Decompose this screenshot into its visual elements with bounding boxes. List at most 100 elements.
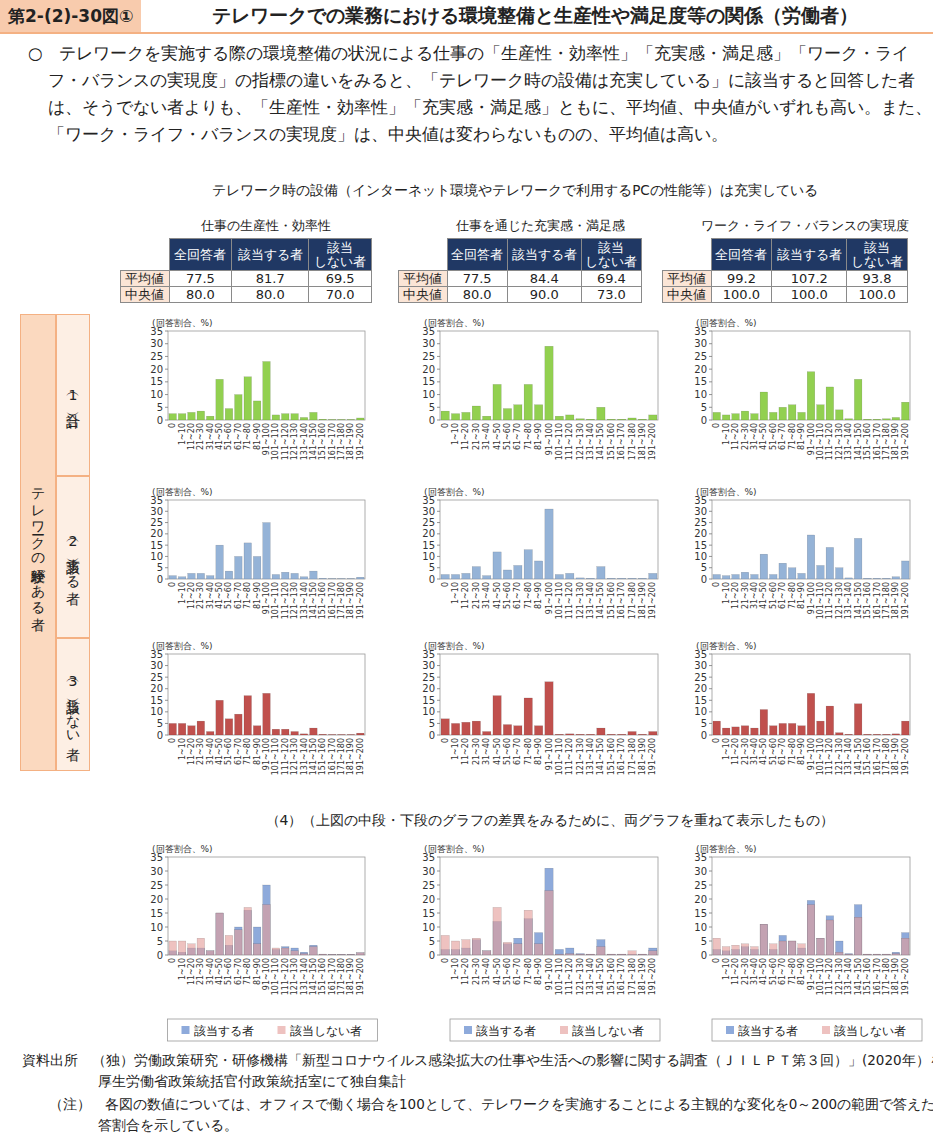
x-tick-label: 0: [712, 423, 721, 428]
x-tick-label: 111~120: [825, 423, 834, 460]
y-tick: [437, 522, 440, 523]
bar: [235, 930, 243, 955]
x-tick-label: 101~110: [271, 582, 280, 619]
y-tick: [165, 343, 168, 344]
bar: [555, 949, 563, 955]
bar: [597, 940, 605, 955]
bar: [235, 395, 243, 420]
y-tick: [709, 711, 712, 712]
bar: [751, 414, 759, 420]
x-tick-label: 161~170: [328, 958, 337, 995]
bar: [545, 346, 553, 420]
x-tick-label: 111~120: [825, 582, 834, 619]
y-tick: [709, 331, 712, 332]
y-tick: [709, 688, 712, 689]
y-tick: [165, 579, 168, 580]
bar: [713, 574, 721, 579]
legend-label: 該当しない者: [572, 1024, 644, 1038]
bar: [188, 412, 196, 420]
x-tick-label: 71~80: [524, 423, 533, 450]
bar: [807, 905, 815, 955]
x-tick-label: 191~200: [648, 958, 657, 995]
x-tick-label: 151~160: [318, 582, 327, 619]
bar: [263, 885, 271, 955]
bar: [732, 414, 740, 420]
bar: [817, 938, 825, 955]
bar: [854, 538, 862, 579]
y-tick-label: 30: [422, 660, 435, 671]
bar: [741, 947, 749, 955]
legend-swatch: [822, 1026, 830, 1034]
x-tick-label: 151~160: [318, 738, 327, 775]
table-cell: 100.0: [847, 287, 908, 303]
bar: [566, 415, 574, 420]
x-tick-label: 91~100: [262, 958, 271, 990]
y-tick-label: 0: [157, 730, 163, 741]
bar: [826, 387, 834, 420]
x-tick-label: 1~10: [722, 738, 731, 760]
x-tick-label: 191~200: [901, 582, 910, 619]
x-tick-label: 61~70: [513, 958, 522, 985]
bar: [310, 947, 318, 955]
x-tick-label: 131~140: [844, 958, 853, 995]
bar: [566, 954, 574, 955]
x-tick-label: 61~70: [778, 738, 787, 765]
bar: [534, 405, 542, 420]
x-tick-label: 121~130: [290, 958, 299, 995]
bar: [873, 734, 881, 735]
bars: [441, 868, 657, 955]
x-tick-label: 101~110: [271, 423, 280, 460]
bar: [441, 935, 449, 955]
bar: [263, 905, 271, 955]
column-header: 該当する者: [232, 239, 309, 271]
x-tick-label: 151~160: [318, 423, 327, 460]
subtitle: テレワーク時の設備（インターネット環境やテレワークで利用するPCの性能等）は充実…: [0, 182, 933, 200]
x-tick-label: 81~90: [534, 958, 543, 985]
y-tick: [709, 420, 712, 421]
bar: [576, 954, 584, 955]
x-tick-label: 111~120: [825, 738, 834, 775]
x-tick-label: 171~180: [882, 423, 891, 460]
y-tick: [165, 665, 168, 666]
x-tick-label: 81~90: [534, 423, 543, 450]
y-tick-label: 20: [150, 528, 163, 539]
bar: [441, 574, 449, 579]
y-tick-label: 20: [694, 528, 707, 539]
x-tick-label: 181~190: [346, 738, 355, 775]
y-tick-label: 35: [694, 649, 707, 660]
bar: [751, 949, 759, 955]
bars: [169, 523, 364, 579]
y-tick-label: 10: [422, 706, 435, 717]
bar: [197, 721, 205, 735]
plot-frame: [168, 857, 365, 955]
bars: [713, 535, 909, 579]
bar: [798, 412, 806, 420]
bar: [576, 578, 584, 579]
y-tick: [165, 545, 168, 546]
column-header: 該当 しない者: [847, 239, 908, 271]
bar: [760, 554, 768, 579]
bar: [514, 405, 522, 420]
bars: [441, 509, 657, 579]
bar: [310, 571, 318, 579]
y-tick-label: 35: [694, 852, 707, 863]
x-tick-label: 121~130: [835, 958, 844, 995]
bar: [235, 714, 243, 735]
x-tick-label: 1~10: [178, 738, 187, 760]
bar: [514, 726, 522, 735]
x-tick-label: 51~60: [503, 958, 512, 985]
bar: [169, 414, 177, 420]
y-tick-label: 15: [694, 908, 707, 919]
x-tick-label: 151~160: [863, 423, 872, 460]
x-tick-label: 61~70: [513, 582, 522, 609]
bar: [462, 573, 470, 579]
y-tick-label: 30: [694, 506, 707, 517]
bar: [472, 406, 480, 420]
bar: [263, 362, 271, 420]
y-axis-label: (回答割合、%): [424, 844, 485, 854]
y-axis-label: (回答割合、%): [424, 318, 485, 328]
bar: [451, 949, 459, 955]
y-tick: [437, 871, 440, 872]
bar: [597, 567, 605, 579]
bar: [597, 407, 605, 420]
